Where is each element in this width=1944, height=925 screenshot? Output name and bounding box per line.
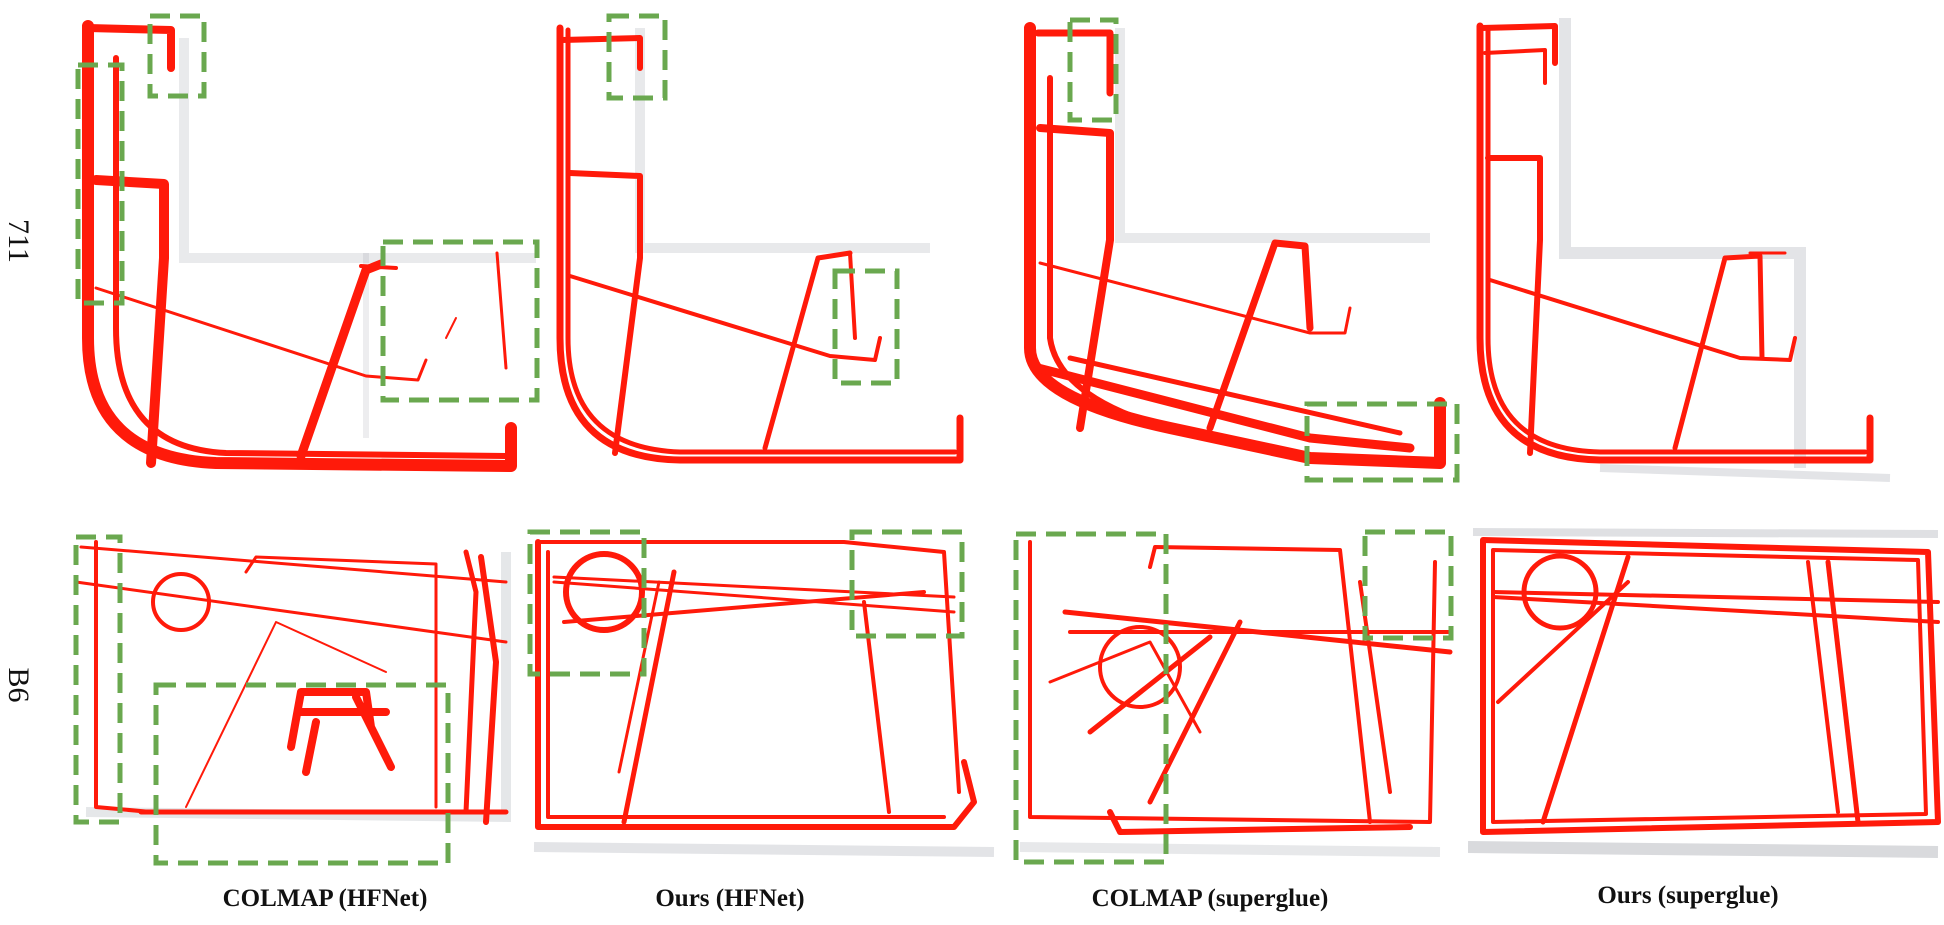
trajectory (565, 27, 958, 455)
trajectory (495, 251, 508, 370)
trajectory (1485, 155, 1543, 456)
trajectory (1358, 580, 1392, 794)
trajectory (113, 55, 509, 459)
trajectory (185, 621, 387, 808)
trajectory (1107, 809, 1413, 835)
trajectory (617, 580, 661, 774)
panel-711-ours-superglue (1470, 8, 1944, 486)
pointcloud-wall (179, 38, 536, 263)
trajectory (1087, 634, 1213, 735)
column-label-ours-hfnet: Ours (HFNet) (655, 885, 805, 912)
highlight-box (380, 239, 540, 403)
pointcloud-wall (1559, 18, 1806, 468)
trajectory (82, 20, 517, 472)
highlight-box (849, 529, 965, 639)
highlight-box (606, 13, 668, 101)
panel-b6-colmap-superglue (1010, 522, 1462, 867)
trajectory (1038, 261, 1352, 335)
row-label-711: 711 (2, 219, 35, 263)
trajectory (556, 24, 964, 464)
trajectory (244, 555, 438, 809)
trajectory (1148, 545, 1372, 824)
trajectory-loop (151, 572, 211, 632)
trajectory (567, 170, 643, 456)
trajectory (1491, 590, 1940, 604)
trajectory (91, 175, 169, 468)
panel-b6-ours-superglue (1468, 522, 1944, 867)
trajectory (1480, 537, 1941, 835)
column-label-colmap-hfnet: COLMAP (HFNet) (222, 885, 428, 912)
trajectory (1067, 355, 1403, 436)
highlight-box (1013, 531, 1169, 865)
trajectory (1483, 48, 1547, 85)
trajectory (1147, 619, 1243, 805)
trajectory (94, 540, 153, 814)
trajectory (1672, 253, 1765, 451)
trajectory (463, 549, 479, 815)
trajectory (79, 545, 508, 584)
highlight-box (73, 534, 123, 825)
pointcloud-wall (533, 842, 995, 857)
trajectory-loop (1098, 625, 1182, 709)
trajectory (1206, 239, 1314, 432)
trajectory (552, 580, 956, 614)
highlight-box (832, 268, 900, 386)
trajectory (1806, 560, 1840, 814)
trajectory (1488, 278, 1797, 362)
trajectory (562, 590, 926, 624)
pointcloud-wall (1019, 842, 1441, 857)
trajectory (848, 251, 857, 340)
trajectory (359, 264, 398, 270)
trajectory (478, 554, 499, 825)
trajectory (84, 24, 175, 72)
highlight-box (527, 529, 647, 677)
trajectory (445, 317, 457, 339)
trajectory (1491, 548, 1928, 824)
pointcloud-wall (1472, 528, 1939, 538)
pointcloud-wall (1599, 464, 1891, 482)
trajectory-loop (1521, 553, 1599, 631)
trajectory (1048, 640, 1202, 734)
trajectory (568, 274, 882, 362)
trajectory (1047, 75, 1213, 441)
trajectory (1825, 559, 1861, 825)
panel-b6-ours-hfnet (524, 522, 1002, 867)
trajectory (535, 539, 977, 830)
trajectory (536, 540, 961, 794)
trajectory (1540, 554, 1631, 825)
trajectory (1036, 124, 1114, 432)
panel-711-colmap-superglue (1010, 8, 1470, 486)
row-label-b6: B6 (2, 667, 35, 703)
highlight-box (153, 682, 451, 866)
trajectory (74, 580, 508, 644)
panel-b6-colmap-hfnet (66, 522, 516, 867)
panel-711-colmap-hfnet (66, 8, 546, 486)
trajectory (1033, 363, 1415, 453)
trajectory (1028, 540, 1437, 824)
trajectory (546, 550, 946, 819)
trajectory (762, 250, 853, 451)
trajectory (559, 35, 643, 71)
trajectory (94, 286, 428, 382)
pointcloud-wall (635, 28, 930, 253)
column-label-colmap-superglue: COLMAP (superglue) (1091, 885, 1329, 912)
trajectory (621, 569, 677, 825)
panel-711-ours-hfnet (530, 8, 1000, 486)
trajectory (1476, 22, 1874, 464)
highlight-box (1362, 529, 1454, 641)
trajectory (1485, 27, 1868, 455)
trajectory (1496, 580, 1630, 704)
highlight-box (75, 62, 125, 306)
trajectory (287, 688, 395, 776)
column-label-ours-superglue: Ours (superglue) (1597, 882, 1779, 909)
highlight-box (147, 13, 207, 99)
pointcloud-wall (1115, 28, 1430, 243)
highlight-box (1067, 17, 1119, 123)
trajectory (1479, 23, 1558, 66)
trajectory-loop (563, 551, 645, 633)
trajectory (1034, 29, 1114, 97)
trajectory (1491, 595, 1940, 624)
highlight-box (1304, 401, 1460, 483)
pointcloud-wall (1468, 841, 1939, 858)
